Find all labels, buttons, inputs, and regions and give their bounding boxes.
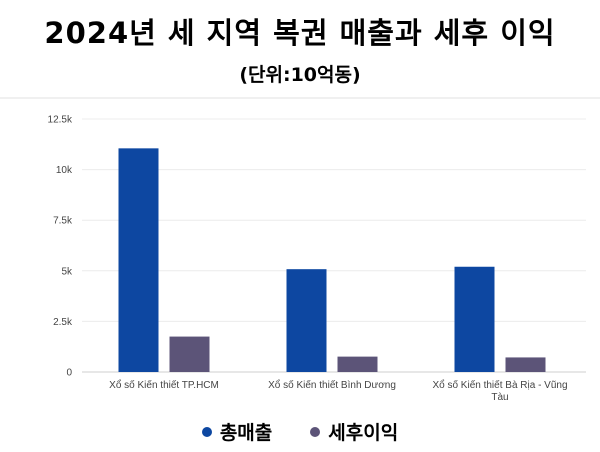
- y-axis-ticks: 0 2.5k 5k 7.5k 10k 12.5k: [48, 115, 73, 379]
- x-axis-categories: Xổ số Kiến thiết TP.HCM Xổ số Kiến thiết …: [109, 379, 567, 403]
- bar-profit: [505, 357, 546, 372]
- legend-item-profit: 세후이익: [310, 418, 398, 445]
- legend-dot-icon: [310, 426, 321, 437]
- y-tick-label: 2.5k: [53, 317, 73, 328]
- y-tick-label: 0: [66, 368, 72, 379]
- x-category-label: Xổ số Kiến thiết TP.HCM: [109, 379, 219, 391]
- chart-title: 2024년 세 지역 복권 매출과 세후 이익: [44, 16, 556, 50]
- bar-revenue: [118, 148, 159, 372]
- x-category-label: Xổ số Kiến thiết Bà Rịa - Vũng Tàu: [432, 379, 567, 403]
- legend: 총매출 세후이익: [0, 418, 600, 445]
- bar-profit: [169, 336, 210, 372]
- x-category-label: Xổ số Kiến thiết Bình Dương: [268, 379, 396, 391]
- y-tick-label: 5k: [61, 266, 73, 277]
- legend-label: 세후이익: [328, 422, 399, 444]
- grid-lines: [82, 118, 586, 373]
- y-tick-label: 12.5k: [48, 115, 73, 126]
- bar-revenue: [454, 266, 495, 372]
- y-tick-label: 10k: [56, 165, 73, 176]
- legend-item-revenue: 총매출: [201, 418, 273, 445]
- y-tick-label: 7.5k: [53, 216, 73, 227]
- bars: [118, 148, 546, 372]
- legend-dot-icon: [201, 426, 212, 437]
- bar-profit: [337, 356, 378, 372]
- legend-label: 총매출: [219, 422, 273, 444]
- bar-revenue: [286, 269, 327, 372]
- chart-subtitle: (단위:10억동): [239, 64, 361, 86]
